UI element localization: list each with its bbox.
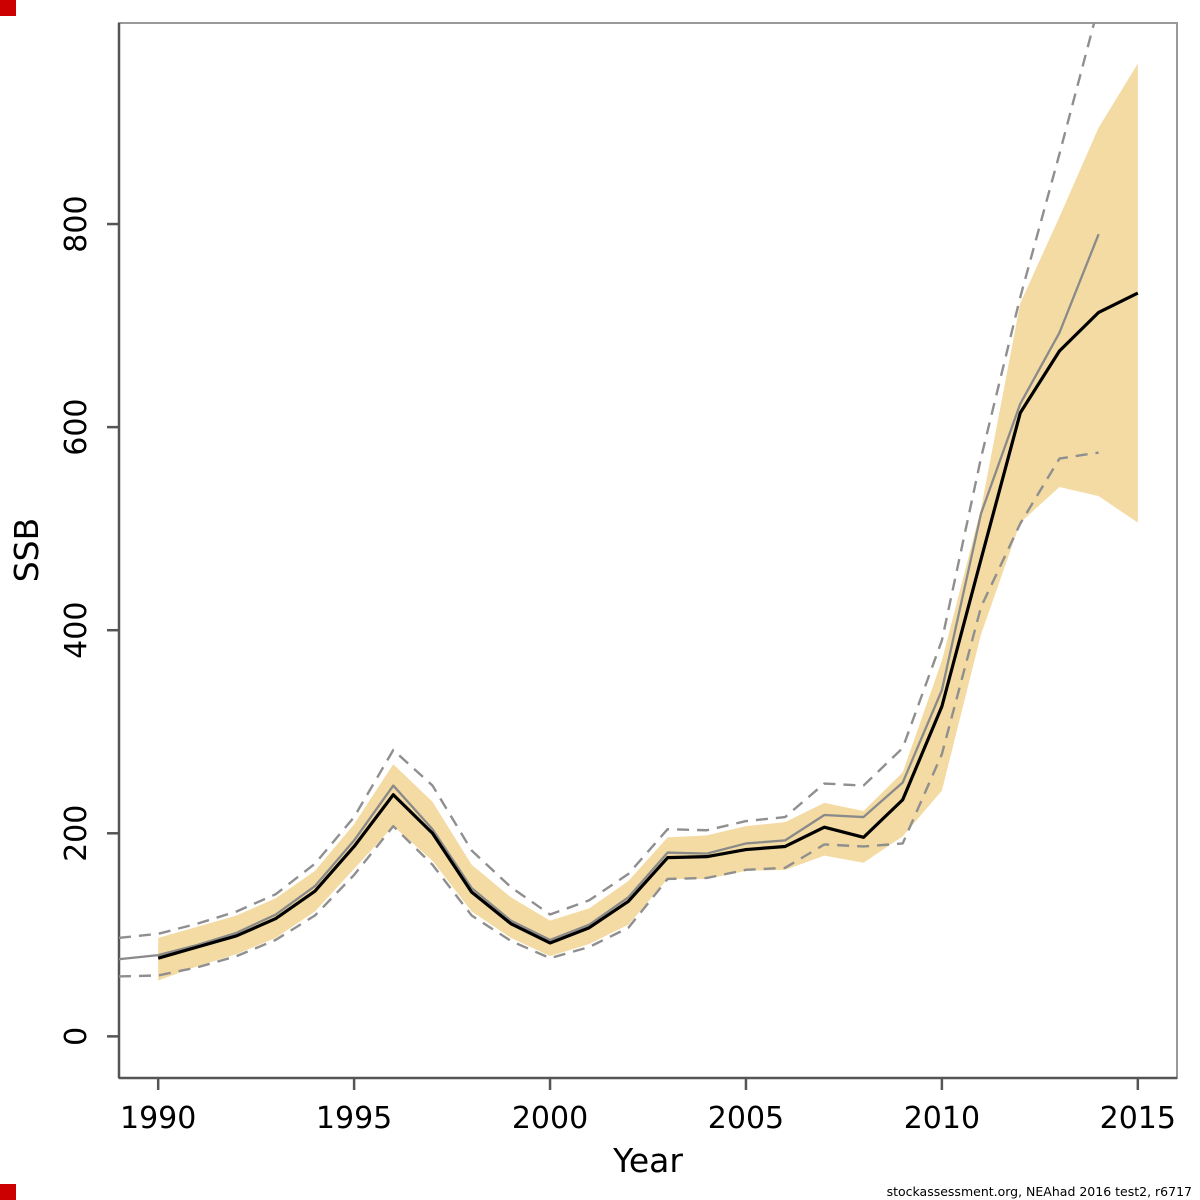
x-tick-label: 2005 <box>708 1101 784 1136</box>
x-tick-label: 1995 <box>316 1101 392 1136</box>
comparison-run-line <box>119 233 1100 961</box>
x-tick-label: 1990 <box>120 1101 196 1136</box>
x-tick-label: 2000 <box>512 1101 588 1136</box>
x-axis-title: Year <box>612 1141 683 1180</box>
y-tick-label: 800 <box>59 195 94 252</box>
x-tick-label: 2010 <box>904 1101 980 1136</box>
comparison-ci-upper-dashed-line <box>119 23 1096 940</box>
x-axis-ticks: 1990 1995 2000 2005 2010 2015 <box>120 1078 1176 1136</box>
red-corner-marker-bottom-left <box>0 1184 16 1200</box>
comparison-ci-lower-dashed-line <box>119 451 1099 978</box>
red-corner-marker-top-left <box>0 0 16 16</box>
y-tick-label: 0 <box>59 1027 94 1046</box>
ssb-median-line <box>157 291 1139 960</box>
y-tick-label: 400 <box>59 602 94 659</box>
plot-frame <box>117 22 1178 1080</box>
x-tick-label: 2015 <box>1100 1101 1176 1136</box>
y-axis-title: SSB <box>7 518 46 583</box>
y-tick-label: 200 <box>59 805 94 862</box>
y-tick-label: 600 <box>59 398 94 455</box>
y-axis-ticks: 0 200 400 600 800 <box>59 195 119 1046</box>
caption-text: stockassessment.org, NEAhad 2016 test2, … <box>887 1184 1192 1199</box>
